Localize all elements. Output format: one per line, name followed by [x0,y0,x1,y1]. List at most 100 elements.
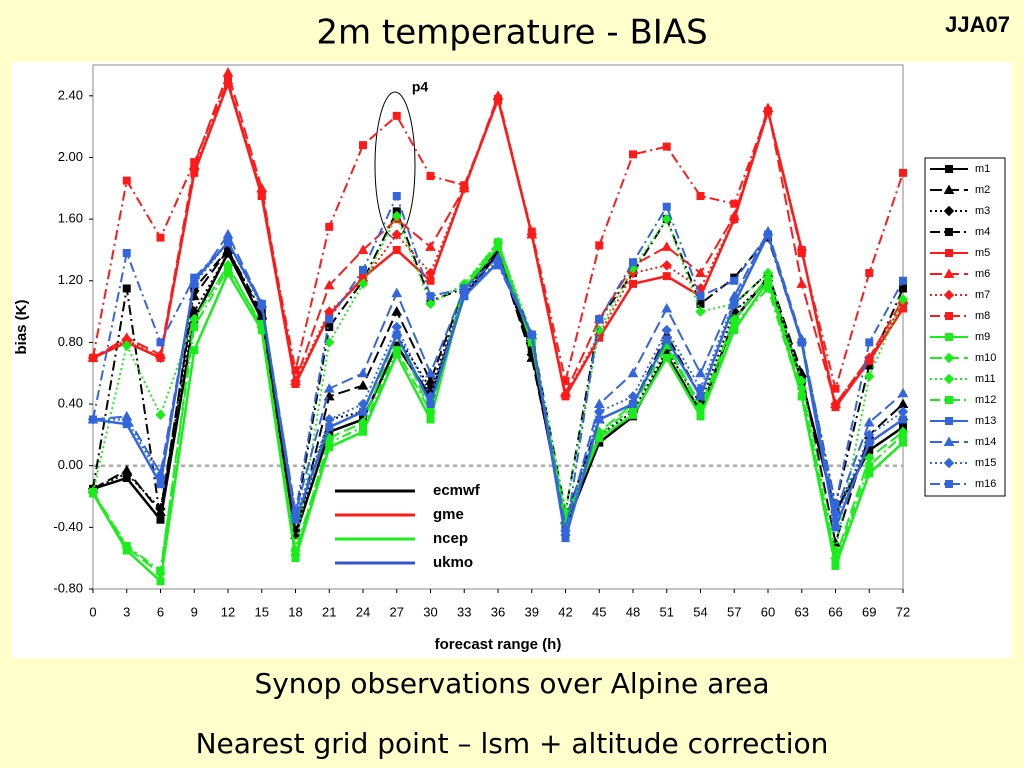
slide-title: 2m temperature - BIAS [316,13,707,53]
data-point [797,338,806,347]
x-tick-label: 48 [626,604,640,619]
legend-marker [943,352,955,364]
legend-label: m15 [975,457,996,469]
data-point [662,353,671,362]
data-point [426,407,435,416]
data-point [156,566,165,575]
data-point [291,366,300,375]
legend-marker [943,184,955,194]
x-tick-label: 42 [558,604,572,619]
legend-marker [943,436,955,446]
data-point [560,389,571,401]
data-point [425,267,436,279]
x-tick-label: 12 [221,604,235,619]
data-point [391,229,402,240]
legend-label: m13 [975,415,996,427]
legend-marker [943,457,955,469]
legend-label: m11 [975,373,996,385]
legend-label: m6 [975,268,990,280]
data-point [190,158,199,167]
data-point [764,107,772,116]
data-point [831,557,840,566]
data-point [494,261,502,270]
x-tick-label: 39 [525,604,539,619]
data-point [595,315,604,324]
legend-marker [943,373,955,385]
data-point [122,176,131,185]
data-point [729,213,740,225]
data-point [359,407,367,416]
data-point [696,392,705,401]
chart-area [12,62,1012,658]
data-point [899,415,907,424]
data-point [796,375,807,387]
data-point [864,429,875,441]
legend-marker [945,165,953,173]
legend-marker [945,249,953,257]
x-tick-label: 9 [191,604,198,619]
x-tick-label: 60 [761,604,775,619]
data-point [695,383,706,394]
x-tick-label: 66 [828,604,842,619]
data-point [729,295,740,307]
legend-label: m8 [975,310,990,322]
data-point [629,400,637,409]
data-point [156,577,165,586]
x-tick-label: 45 [592,604,606,619]
data-point [863,417,875,427]
data-point [662,272,671,281]
data-point [629,258,637,267]
data-point [121,468,132,479]
data-point [155,409,166,421]
data-point [797,249,806,258]
legend-marker [945,333,953,341]
x-tick-label: 24 [356,604,370,619]
data-point [224,238,232,247]
legend-label: m14 [975,436,996,448]
data-point [899,284,907,293]
legend-marker [943,205,955,217]
legend-marker [945,480,953,488]
data-point [224,264,232,273]
x-tick-label: 30 [423,604,437,619]
data-point [661,241,673,251]
x-tick-label: 57 [727,604,741,619]
data-point [695,367,706,378]
data-point [730,276,739,285]
data-point [359,423,367,432]
y-tick-label: 0.40 [58,395,83,410]
data-point [595,241,604,250]
group-label: ncep [433,530,468,547]
data-point [696,407,705,416]
x-tick-label: 69 [862,604,876,619]
legend-marker [943,268,955,278]
data-point [730,319,739,328]
data-point [291,507,300,516]
x-tick-label: 54 [693,604,707,619]
legend-label: m16 [975,478,996,490]
legend-label: m4 [975,226,990,238]
annotation-ellipse [374,91,416,239]
data-point [190,273,199,282]
legend-box [924,157,1006,497]
legend-label: m5 [975,247,990,259]
data-point [797,392,806,401]
data-point [494,238,502,247]
data-point [425,391,436,402]
y-tick-label: -0.80 [53,580,83,595]
x-tick-label: 3 [123,604,130,619]
data-point [830,398,841,410]
x-tick-label: 36 [491,604,505,619]
data-point [155,472,166,484]
data-point [865,461,874,470]
data-point [730,199,739,208]
x-tick-label: 21 [322,604,336,619]
data-point [594,406,605,417]
annotation: p4 [412,79,429,95]
group-label: ukmo [433,554,473,571]
data-point [661,324,672,336]
data-point [899,276,907,285]
y-tick-label: 2.00 [58,149,83,164]
data-point [122,541,131,550]
data-point [696,292,705,301]
